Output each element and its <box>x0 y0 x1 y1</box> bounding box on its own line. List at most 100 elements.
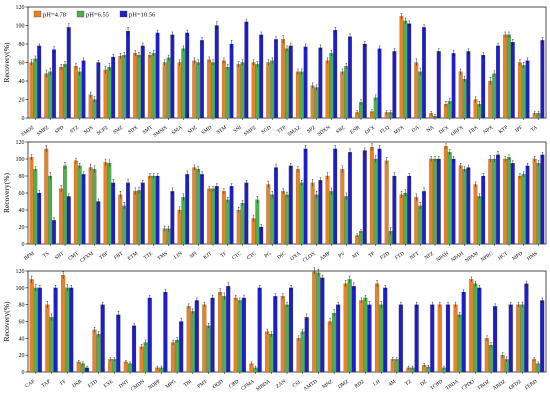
y-tick-label: 100 <box>16 286 25 292</box>
x-tick-label: SMT <box>142 124 155 136</box>
x-tick-label: TTE <box>143 251 154 261</box>
bar <box>310 85 315 119</box>
bar <box>240 203 245 245</box>
bar <box>510 163 515 245</box>
y-tick-label: 80 <box>19 174 25 180</box>
x-tick-label: AMTD <box>303 379 319 393</box>
bar <box>59 67 64 119</box>
x-tick-label: CPMA <box>240 379 256 392</box>
bar <box>503 34 508 119</box>
bar <box>507 34 511 119</box>
bar <box>466 51 471 119</box>
x-tick-label: AMP <box>319 251 332 262</box>
x-tick-label: OQD <box>212 379 225 391</box>
bar <box>398 304 403 373</box>
bar <box>496 45 500 119</box>
bar <box>131 325 137 373</box>
x-tick-label: MBDA <box>255 379 271 393</box>
bar <box>210 297 215 373</box>
bar <box>29 157 34 245</box>
x-tick-label: DMZ <box>337 379 350 391</box>
bar <box>414 197 419 245</box>
x-tick-label: PV <box>337 251 346 260</box>
bar <box>122 205 127 245</box>
bar <box>457 314 462 373</box>
bar <box>473 184 478 245</box>
bar <box>367 304 372 373</box>
bar <box>96 334 101 373</box>
bar <box>312 270 317 373</box>
bar <box>240 62 245 119</box>
bar <box>414 304 419 373</box>
bar <box>540 40 545 119</box>
bar <box>418 205 423 245</box>
bar <box>430 304 435 373</box>
bar <box>170 191 175 245</box>
bar <box>118 55 123 119</box>
x-tick-label: SMPZ <box>36 125 51 138</box>
bar <box>52 220 56 245</box>
y-tick-label: 40 <box>19 79 25 85</box>
bar <box>462 169 467 245</box>
bar <box>484 338 489 373</box>
x-tick-label: FBDZ <box>477 379 491 392</box>
bar <box>236 209 241 245</box>
bar <box>281 39 286 119</box>
bar <box>327 321 332 373</box>
y-tick-label: 60 <box>19 191 25 197</box>
x-tick-label: NPAH <box>450 251 465 264</box>
bar <box>49 317 54 373</box>
bar <box>237 300 242 373</box>
bar <box>236 64 241 119</box>
bar <box>229 186 234 245</box>
bar <box>29 62 34 119</box>
bar <box>53 287 58 373</box>
chart-panel-3: 0 20 40 60 80 100 120 Recovery(%) CAP TAP FF DSB ETD… <box>2 267 547 393</box>
bar <box>343 283 348 373</box>
bar <box>92 329 97 373</box>
x-tick-label: ETM <box>127 251 140 262</box>
bar <box>126 182 130 245</box>
bar <box>151 53 156 119</box>
bar <box>66 27 71 119</box>
bar <box>196 62 201 119</box>
x-tick-label: SMMX <box>152 125 169 139</box>
x-tick-label: CMDN <box>130 379 146 393</box>
bar <box>347 279 352 373</box>
bar <box>241 297 246 373</box>
x-tick-label: SQX <box>83 125 95 136</box>
bar <box>143 342 148 373</box>
bar <box>107 67 112 119</box>
x-tick-label: MPD <box>511 251 524 263</box>
y-tick-label: 60 <box>19 320 25 326</box>
bar <box>314 194 319 245</box>
y-tick-label: 60 <box>19 61 25 67</box>
chart-panel-2: 0 20 40 60 80 100 120 Recovery(%) BPM TS SBT CMT CPX… <box>2 140 547 264</box>
bar <box>325 60 330 119</box>
bar <box>196 169 201 245</box>
x-tick-label: 4M <box>388 379 398 388</box>
x-tick-label: SGD <box>260 125 272 136</box>
bar <box>469 279 474 373</box>
bar <box>65 287 70 373</box>
bar <box>304 317 309 373</box>
x-tick-label: SBZ <box>335 125 346 135</box>
bar <box>108 359 113 373</box>
bar <box>359 300 364 373</box>
bar <box>206 325 211 373</box>
bar <box>270 194 275 245</box>
bar <box>488 344 494 373</box>
bar <box>221 60 226 119</box>
x-tick-label: TMS <box>157 251 169 262</box>
x-tick-label: OFX <box>364 125 376 136</box>
bar <box>163 291 168 373</box>
bar <box>340 169 345 245</box>
bar <box>373 158 378 245</box>
bar <box>192 60 197 119</box>
legend-swatch <box>76 10 85 18</box>
bar <box>44 148 49 245</box>
bar <box>63 64 67 119</box>
y-tick-label: 0 <box>22 242 25 248</box>
bar <box>492 158 497 245</box>
x-tick-label: NA <box>426 125 436 134</box>
